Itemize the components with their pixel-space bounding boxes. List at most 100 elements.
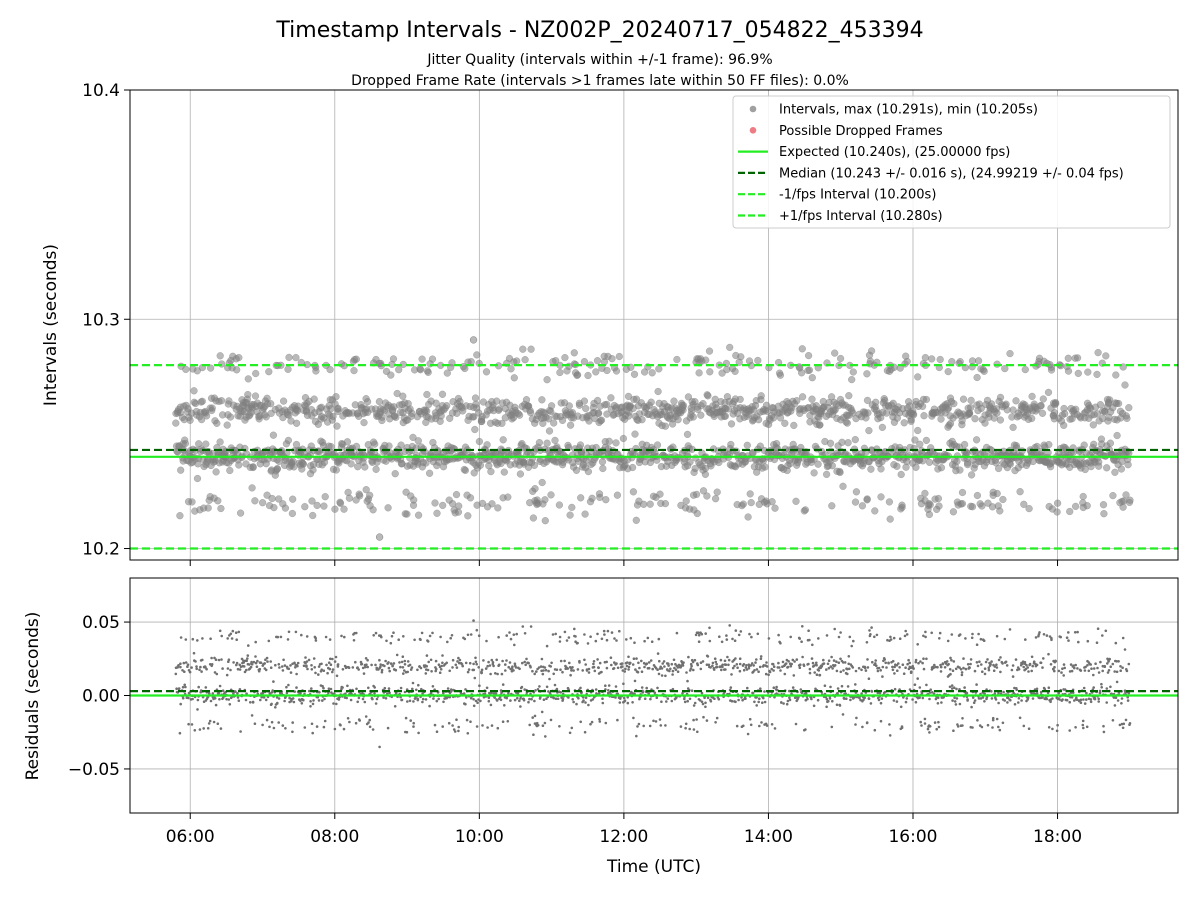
- residual-point: [397, 638, 401, 641]
- residual-point: [598, 661, 602, 665]
- residual-point: [1008, 628, 1012, 631]
- interval-point: [647, 398, 655, 406]
- residual-point: [1054, 660, 1057, 663]
- interval-point: [1106, 439, 1115, 447]
- residual-point: [893, 687, 897, 691]
- residual-point: [801, 655, 804, 659]
- residual-point: [945, 660, 949, 663]
- residual-point: [190, 666, 193, 669]
- residual-point: [472, 619, 475, 622]
- residual-point: [1089, 700, 1093, 704]
- residual-point: [728, 624, 731, 627]
- residual-point: [322, 669, 326, 672]
- residual-point: [414, 697, 417, 700]
- residual-point: [997, 691, 1000, 695]
- residual-point: [713, 657, 717, 660]
- interval-point: [1053, 508, 1061, 516]
- interval-point: [697, 411, 705, 419]
- residual-point: [323, 719, 327, 723]
- residual-point: [881, 665, 885, 669]
- residual-point: [616, 718, 619, 722]
- residual-point: [216, 722, 220, 725]
- interval-point: [454, 508, 463, 516]
- residual-point: [307, 658, 311, 662]
- residual-point: [300, 633, 303, 637]
- residual-point: [210, 656, 213, 660]
- residual-point: [312, 657, 316, 660]
- residual-point: [296, 661, 300, 665]
- residual-point: [829, 685, 832, 689]
- interval-point: [699, 487, 708, 495]
- residual-point: [960, 671, 964, 674]
- interval-point: [452, 490, 461, 499]
- residual-point: [380, 668, 384, 672]
- residual-point: [1115, 670, 1119, 674]
- interval-point: [808, 395, 816, 403]
- residual-point: [1079, 669, 1083, 672]
- residual-point: [673, 666, 676, 670]
- top-panel: 10.210.310.4: [82, 81, 1179, 566]
- residual-point: [514, 666, 518, 669]
- residual-point: [488, 691, 491, 695]
- residual-point: [1112, 696, 1116, 699]
- residual-point: [697, 633, 701, 637]
- residual-point: [585, 668, 589, 671]
- residual-point: [843, 661, 847, 664]
- residual-point: [688, 697, 692, 701]
- residual-point: [379, 663, 383, 666]
- interval-point: [798, 393, 807, 401]
- interval-point: [968, 503, 977, 511]
- residual-point: [1073, 631, 1077, 634]
- residual-point: [976, 664, 980, 668]
- residual-point: [708, 626, 711, 630]
- residual-point: [951, 669, 955, 672]
- residual-point: [870, 626, 873, 629]
- interval-point: [521, 356, 529, 364]
- chart-subtitle-1: Jitter Quality (intervals within +/-1 fr…: [426, 52, 772, 68]
- residual-point: [238, 663, 241, 667]
- residual-point: [690, 664, 693, 668]
- interval-point: [921, 353, 930, 362]
- residual-point: [1045, 697, 1049, 701]
- residual-point: [225, 697, 228, 701]
- interval-point: [360, 418, 368, 427]
- residual-point: [480, 671, 484, 675]
- residual-point: [371, 728, 375, 731]
- residual-point: [507, 665, 511, 669]
- residual-point: [863, 696, 866, 700]
- residual-point: [936, 702, 940, 705]
- residual-point: [309, 705, 312, 708]
- interval-point: [852, 488, 861, 496]
- residual-point: [1055, 729, 1059, 733]
- interval-point: [706, 368, 714, 376]
- residual-point: [404, 716, 408, 720]
- residual-point: [291, 730, 294, 734]
- residual-point: [1065, 698, 1069, 702]
- residual-point: [179, 662, 182, 665]
- residual-point: [321, 699, 324, 702]
- interval-point: [284, 365, 292, 373]
- residual-point: [533, 699, 536, 703]
- residual-point: [1011, 664, 1015, 667]
- residual-point: [466, 633, 470, 637]
- residual-point: [694, 633, 698, 637]
- residual-point: [1030, 655, 1034, 659]
- residual-point: [568, 661, 571, 665]
- interval-point: [1028, 392, 1036, 401]
- residual-point: [697, 631, 700, 634]
- residual-point: [402, 672, 405, 675]
- residual-point: [267, 639, 271, 643]
- residual-point: [748, 717, 752, 721]
- residual-point: [749, 723, 753, 727]
- residual-point: [855, 716, 858, 720]
- residual-point: [411, 687, 414, 691]
- residual-point: [919, 660, 922, 663]
- residual-point: [245, 692, 248, 695]
- residual-point: [1109, 665, 1112, 668]
- residual-point: [979, 637, 983, 641]
- interval-point: [592, 368, 600, 376]
- chart-title: Timestamp Intervals - NZ002P_20240717_05…: [275, 18, 923, 43]
- interval-point: [190, 387, 198, 395]
- residual-point: [758, 724, 761, 728]
- residual-point: [472, 662, 475, 666]
